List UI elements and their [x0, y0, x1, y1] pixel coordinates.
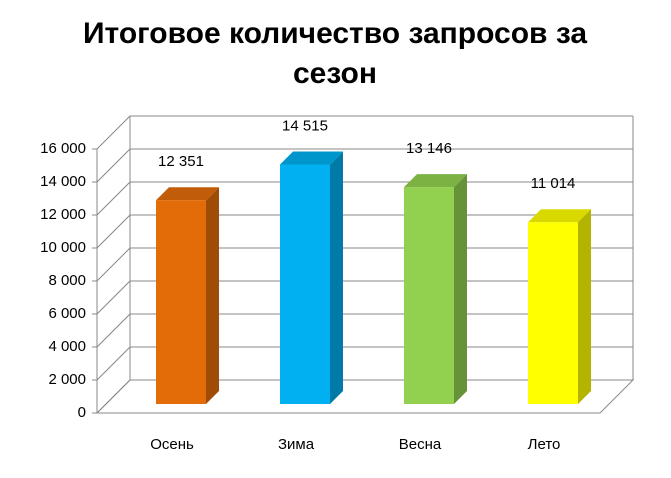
- grid-line: [96, 148, 633, 183]
- bar: [528, 222, 578, 404]
- y-tick-label: 10 000: [40, 239, 86, 256]
- value-label: 14 515: [282, 117, 328, 134]
- x-tick-label: Зима: [278, 436, 315, 453]
- bar-side: [206, 187, 219, 404]
- bar-side: [330, 151, 343, 404]
- value-label: 12 351: [158, 153, 204, 170]
- y-tick-label: 16 000: [40, 140, 86, 157]
- y-tick-label: 2 000: [48, 371, 86, 388]
- bar: [404, 187, 454, 404]
- value-label: 11 014: [531, 175, 576, 192]
- y-tick-label: 6 000: [48, 305, 86, 322]
- bar-side: [454, 174, 467, 404]
- x-tick-label: Весна: [399, 436, 442, 453]
- bar: [280, 164, 330, 404]
- y-tick-label: 14 000: [40, 173, 86, 190]
- bar-side: [578, 209, 591, 404]
- y-tick-label: 4 000: [48, 338, 86, 355]
- bar-top: [528, 209, 591, 223]
- x-tick-label: Лето: [528, 436, 561, 453]
- chart-title: Итоговое количество запросов за сезон: [82, 17, 588, 90]
- bar: [156, 200, 206, 404]
- bar-top: [280, 151, 343, 165]
- y-tick-label: 12 000: [40, 206, 86, 223]
- value-label: 13 146: [406, 140, 452, 157]
- y-tick-label: 8 000: [48, 272, 86, 289]
- bar-top: [156, 187, 219, 201]
- grid-line: [96, 115, 633, 150]
- y-tick-label: 0: [78, 404, 86, 421]
- x-tick-label: Осень: [150, 436, 194, 453]
- bar-top: [404, 174, 467, 188]
